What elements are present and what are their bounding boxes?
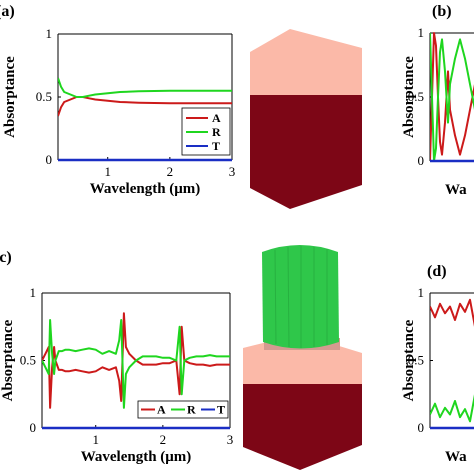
y-tick-label: 0.5 <box>408 89 424 104</box>
legend-label-R: R <box>187 403 196 417</box>
legend-label-A: A <box>212 111 221 125</box>
y-tick-label: 0 <box>46 152 53 167</box>
y-tick-label: 1 <box>418 25 425 40</box>
series-layer <box>58 77 232 162</box>
legend-label-T: T <box>212 139 220 153</box>
y-tick-label: 0 <box>30 420 37 435</box>
y-tick-label: 0.5 <box>408 353 424 368</box>
series-layer <box>42 312 230 430</box>
series-line-A <box>58 96 232 117</box>
x-tick-label: 1 <box>92 432 99 447</box>
x-tick-label: 3 <box>229 164 236 179</box>
cylinder-ridges <box>274 246 328 348</box>
x-axis-label: Wa <box>445 182 467 198</box>
chart-panel-2: 0 0.5 1 Absorptance Wa <box>401 25 474 198</box>
y-axis-label: Absorptance <box>2 56 18 138</box>
series-line-R <box>430 394 474 423</box>
panel-label-c: (c) <box>0 249 12 266</box>
series-line-R <box>430 32 474 162</box>
series-layer <box>430 32 474 163</box>
y-tick-label: 0.5 <box>20 353 36 368</box>
x-axis-label: Wavelength (μm) <box>90 181 201 197</box>
y-tick-label: 1 <box>46 26 53 41</box>
substrate-top-face <box>250 29 362 95</box>
x-tick-label: 2 <box>160 432 167 447</box>
legend-label-T: T <box>217 403 225 417</box>
legend-label-R: R <box>212 125 221 139</box>
y-axis-label: Absorptance <box>0 319 16 401</box>
chart-panel-3: 0 0.5 1 1 2 3 Absorptance Wavelength (μm) A R T <box>0 285 233 465</box>
x-tick-label: 2 <box>167 164 174 179</box>
cylinder-illustration-c <box>243 245 362 470</box>
chart-panel-4: 0 0.5 1 Absorptance Wa <box>401 285 474 465</box>
y-tick-label: 0 <box>418 420 425 435</box>
substrate-illustration-a <box>250 29 362 209</box>
x-axis-label: Wa <box>445 449 467 465</box>
series-line-A <box>430 298 474 327</box>
legend: ART <box>181 107 231 156</box>
panel-label-a: (a) <box>0 3 15 20</box>
substrate-body <box>243 384 362 470</box>
series-line-A <box>430 32 474 162</box>
substrate-body <box>250 95 362 209</box>
x-tick-label: 1 <box>104 164 111 179</box>
panel-label-d: (d) <box>427 263 447 280</box>
y-tick-label: 0.5 <box>36 89 52 104</box>
series-line-R <box>58 77 232 98</box>
y-tick-label: 1 <box>30 285 37 300</box>
series-line-R <box>42 319 230 409</box>
legend-label-A: A <box>157 403 166 417</box>
chart-panel-1: 0 0.5 1 1 2 3 Absorptance Wavelength (μm) ART <box>2 26 235 197</box>
y-tick-label: 1 <box>418 285 425 300</box>
x-axis-label: Wavelength (μm) <box>81 449 192 465</box>
y-axis-label: Absorptance <box>401 319 417 401</box>
x-tick-label: 3 <box>227 432 234 447</box>
y-tick-label: 0 <box>418 153 425 168</box>
panel-label-b: (b) <box>432 3 452 20</box>
series-layer <box>430 298 474 430</box>
y-axis-label: Absorptance <box>401 56 417 138</box>
